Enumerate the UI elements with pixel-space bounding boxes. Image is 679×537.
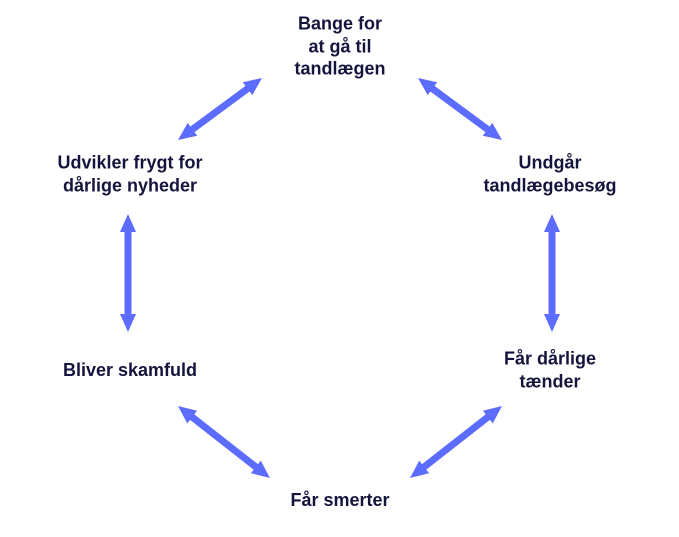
cycle-node-2: Får dårlige tænder <box>504 348 596 393</box>
cycle-diagram: Bange for at gå til tandlægen Undgår tand… <box>0 0 679 537</box>
cycle-arrow-4 <box>120 214 136 332</box>
cycle-node-3: Får smerter <box>290 489 389 512</box>
cycle-node-4: Bliver skamfuld <box>63 359 197 382</box>
cycle-arrow-3 <box>178 406 270 478</box>
cycle-node-5: Udvikler frygt for dårlige nyheder <box>57 152 202 197</box>
cycle-node-1: Undgår tandlægebesøg <box>483 152 616 197</box>
cycle-arrow-0 <box>418 78 502 140</box>
cycle-arrow-1 <box>544 214 560 332</box>
cycle-node-0: Bange for at gå til tandlægen <box>294 12 385 80</box>
cycle-arrow-5 <box>178 78 262 140</box>
arrow-layer <box>0 0 679 537</box>
cycle-arrow-2 <box>410 406 502 478</box>
